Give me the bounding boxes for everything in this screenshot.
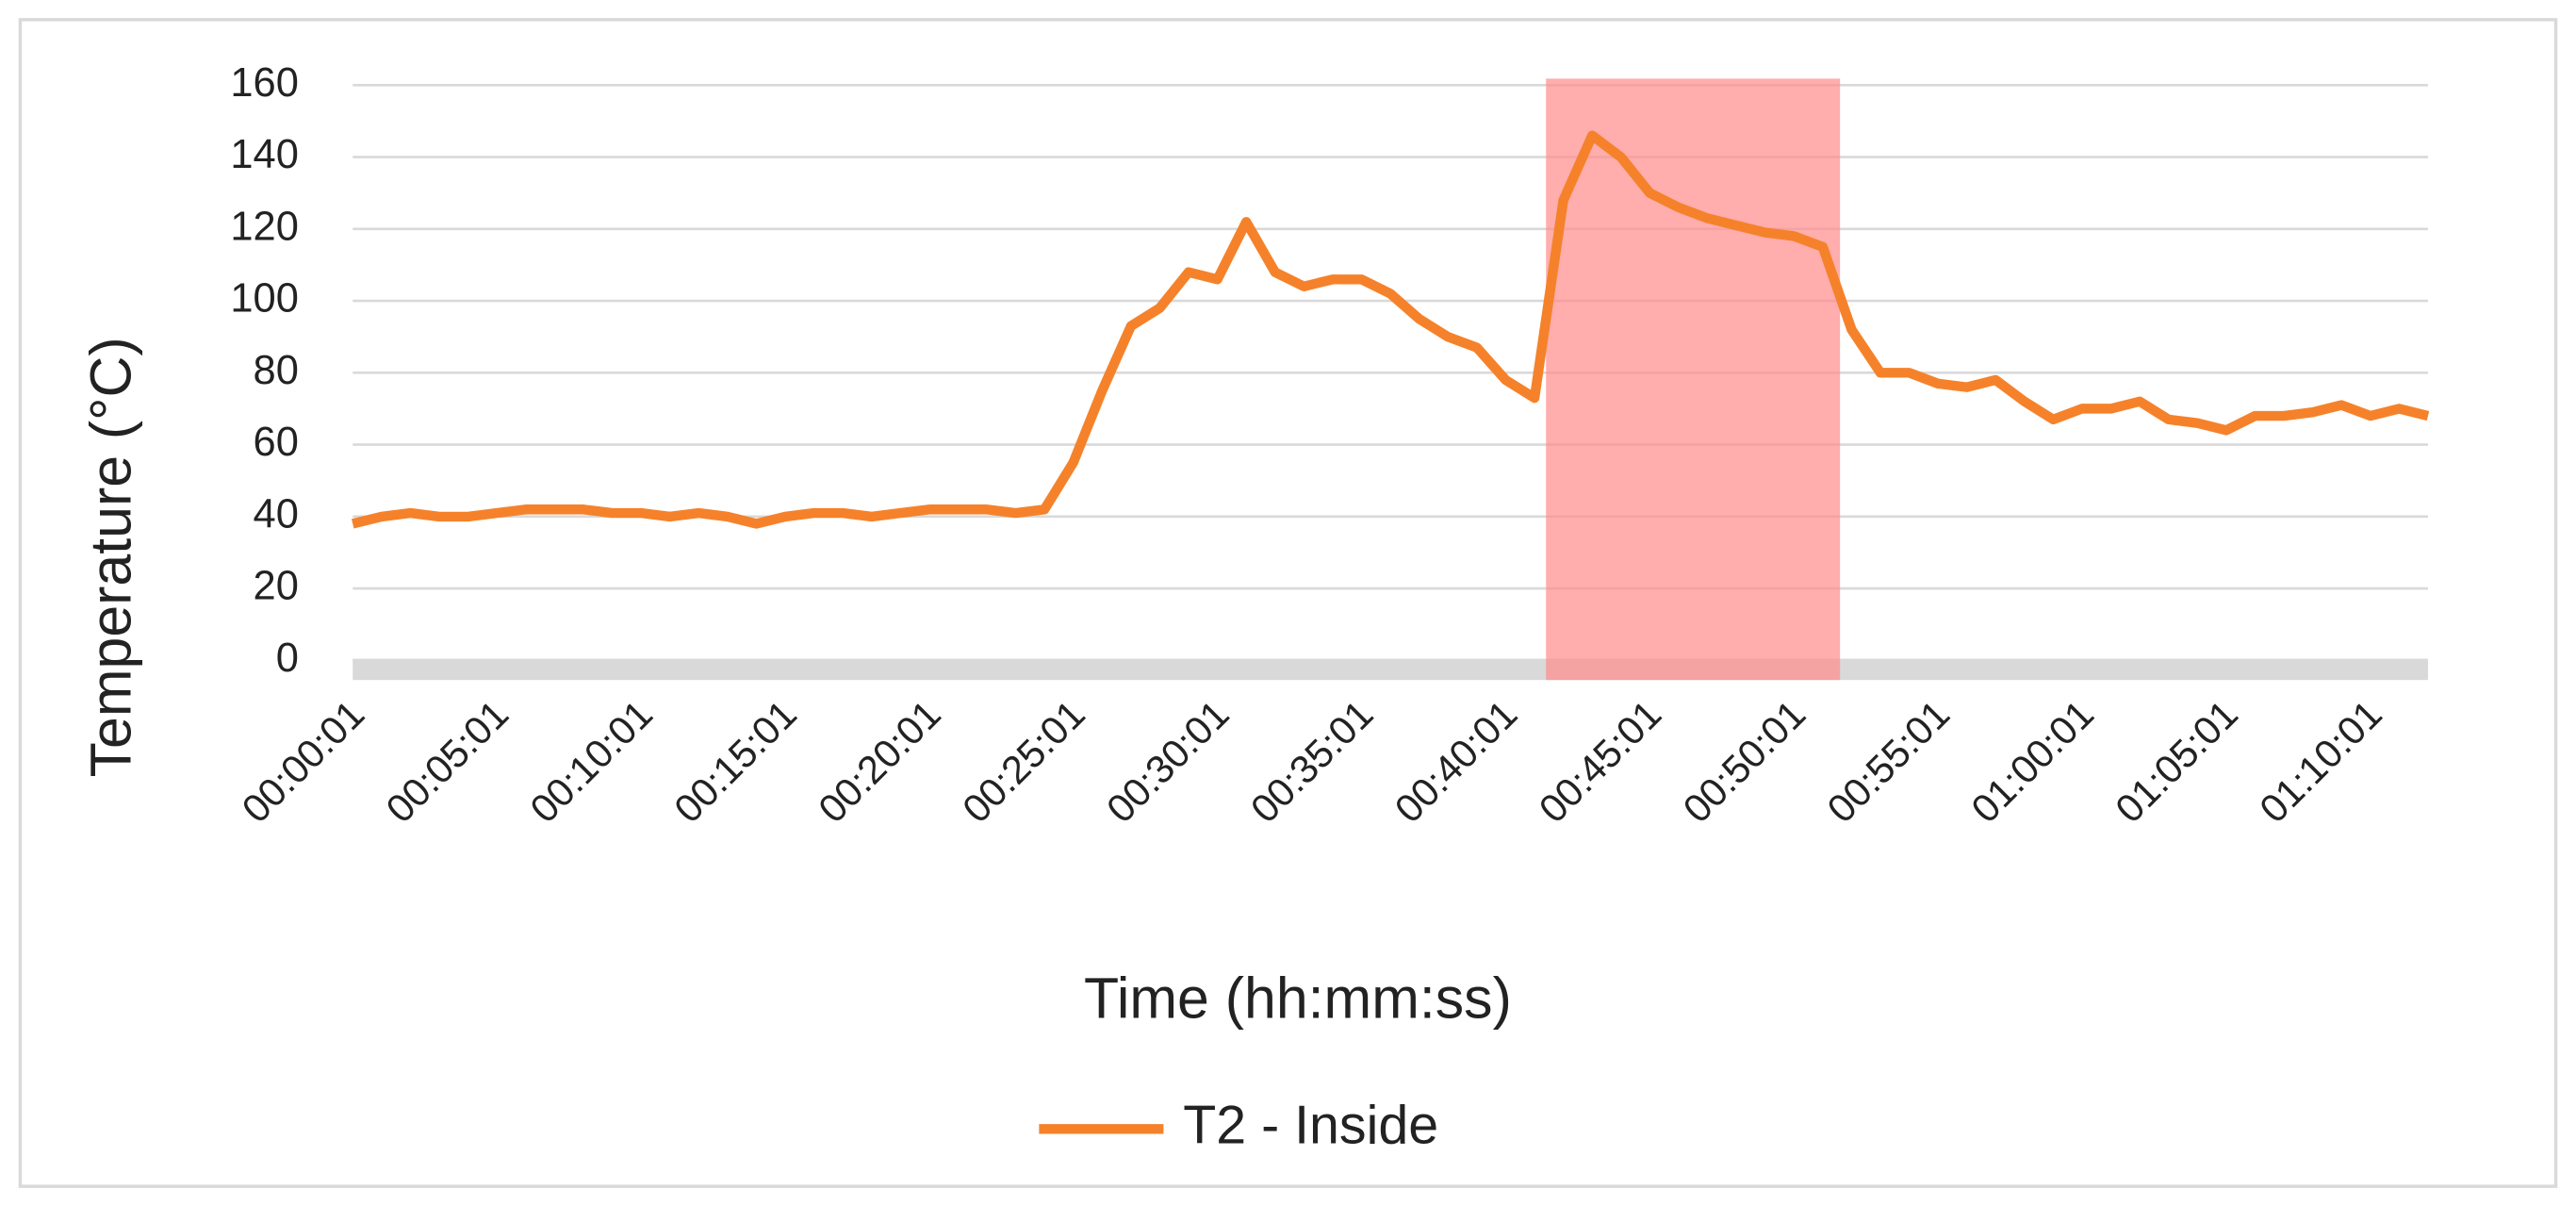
y-tick-label: 100 [230, 276, 298, 322]
highlight-region [1546, 78, 1841, 681]
y-tick-label: 120 [230, 204, 298, 249]
y-tick-label: 0 [276, 636, 299, 681]
x-axis-band [353, 658, 2428, 681]
y-tick-label: 40 [254, 491, 299, 537]
y-tick-label: 140 [230, 132, 298, 177]
y-tick-label: 60 [254, 420, 299, 465]
y-tick-label: 80 [254, 348, 299, 393]
x-axis-title: Time (hh:mm:ss) [1084, 966, 1512, 1031]
chart-frame [18, 18, 2558, 1188]
y-tick-label: 20 [254, 564, 299, 609]
y-tick-label: 160 [230, 60, 298, 106]
y-axis-title: Temperature (°C) [78, 337, 142, 777]
data-line [351, 130, 2430, 529]
legend-label: T2 - Inside [1183, 1095, 1438, 1155]
